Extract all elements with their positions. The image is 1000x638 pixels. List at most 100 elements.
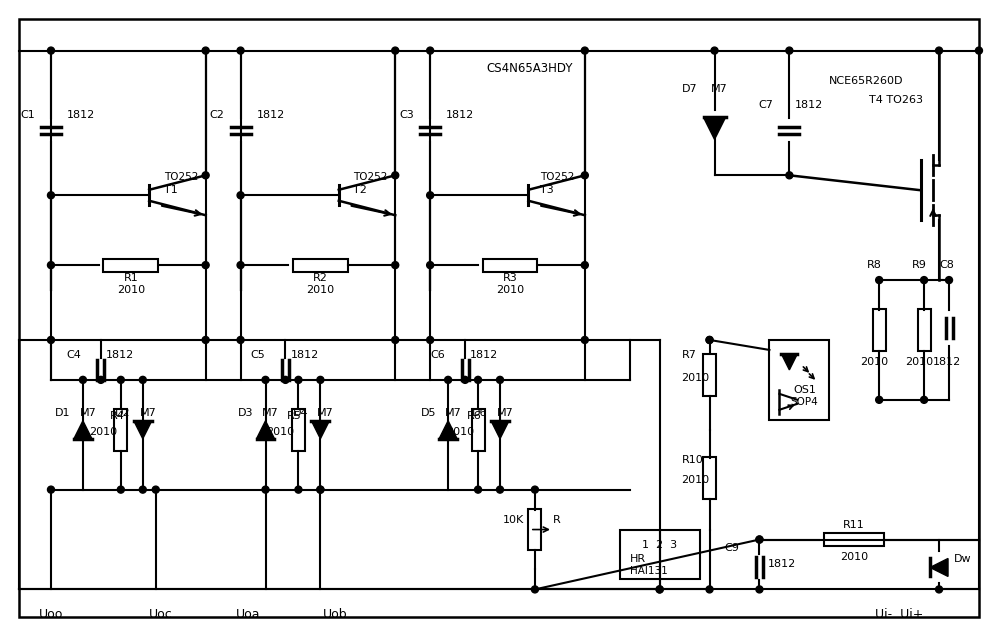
Circle shape xyxy=(475,376,482,383)
Bar xyxy=(483,258,537,272)
Polygon shape xyxy=(704,117,726,139)
Text: TO252: TO252 xyxy=(353,172,388,182)
Bar xyxy=(703,354,716,396)
Circle shape xyxy=(139,376,146,383)
Polygon shape xyxy=(311,421,329,439)
Polygon shape xyxy=(781,354,797,370)
Circle shape xyxy=(921,277,928,283)
Circle shape xyxy=(531,486,538,493)
Circle shape xyxy=(97,376,104,383)
Circle shape xyxy=(427,47,434,54)
Circle shape xyxy=(876,277,883,283)
Circle shape xyxy=(317,486,324,493)
Circle shape xyxy=(462,376,469,383)
Circle shape xyxy=(262,486,269,493)
Circle shape xyxy=(237,47,244,54)
Text: D3: D3 xyxy=(238,408,253,418)
Text: C7: C7 xyxy=(759,100,773,110)
Text: R2: R2 xyxy=(313,273,328,283)
Text: C6: C6 xyxy=(430,350,445,360)
Polygon shape xyxy=(74,421,92,439)
Text: 2010: 2010 xyxy=(860,357,888,367)
Circle shape xyxy=(392,47,399,54)
Text: D6: D6 xyxy=(472,408,488,418)
Polygon shape xyxy=(930,558,948,577)
Text: R8: R8 xyxy=(867,260,882,270)
Circle shape xyxy=(47,192,54,199)
Circle shape xyxy=(237,192,244,199)
Text: T3: T3 xyxy=(540,185,554,195)
Circle shape xyxy=(427,336,434,343)
Circle shape xyxy=(581,172,588,179)
Circle shape xyxy=(497,376,503,383)
Text: R5: R5 xyxy=(287,411,302,421)
Text: R: R xyxy=(553,515,561,524)
Text: 2010: 2010 xyxy=(89,427,117,437)
Text: CS4N65A3HDY: CS4N65A3HDY xyxy=(487,62,573,75)
Text: T1: T1 xyxy=(164,185,177,195)
Text: M7: M7 xyxy=(445,408,461,418)
Circle shape xyxy=(921,396,928,403)
Circle shape xyxy=(497,486,503,493)
Text: Uoc: Uoc xyxy=(149,608,173,621)
Text: R7: R7 xyxy=(682,350,696,360)
Polygon shape xyxy=(134,421,152,439)
Text: R4: R4 xyxy=(109,411,124,421)
Text: 1812: 1812 xyxy=(290,350,319,360)
Text: 2010: 2010 xyxy=(905,357,933,367)
Bar xyxy=(703,457,716,499)
Circle shape xyxy=(581,262,588,269)
Circle shape xyxy=(139,486,146,493)
Text: 1812: 1812 xyxy=(257,110,285,121)
Bar xyxy=(103,258,158,272)
Circle shape xyxy=(936,586,943,593)
Circle shape xyxy=(475,486,482,493)
Text: 2010: 2010 xyxy=(306,285,334,295)
Circle shape xyxy=(656,586,663,593)
Bar xyxy=(292,409,305,450)
Text: C8: C8 xyxy=(940,260,954,270)
Circle shape xyxy=(581,47,588,54)
Text: 2010: 2010 xyxy=(840,553,868,563)
Circle shape xyxy=(47,336,54,343)
Circle shape xyxy=(392,262,399,269)
Circle shape xyxy=(756,586,763,593)
Text: C2: C2 xyxy=(210,110,225,121)
Text: M7: M7 xyxy=(262,408,279,418)
Polygon shape xyxy=(491,421,509,439)
Text: Dw: Dw xyxy=(954,554,972,565)
Circle shape xyxy=(79,376,86,383)
Text: R9: R9 xyxy=(912,260,927,270)
Text: TO252: TO252 xyxy=(164,172,198,182)
Circle shape xyxy=(117,376,124,383)
Circle shape xyxy=(706,586,713,593)
Text: 2010: 2010 xyxy=(446,427,474,437)
Text: M7: M7 xyxy=(497,408,513,418)
Circle shape xyxy=(427,192,434,199)
Text: D4: D4 xyxy=(293,408,308,418)
Text: T2: T2 xyxy=(353,185,367,195)
Bar xyxy=(620,530,700,579)
Bar xyxy=(293,258,348,272)
Text: HAI131: HAI131 xyxy=(630,567,667,577)
Text: 2010: 2010 xyxy=(682,475,710,485)
Circle shape xyxy=(117,486,124,493)
Circle shape xyxy=(706,336,713,343)
Circle shape xyxy=(295,376,302,383)
Circle shape xyxy=(317,486,324,493)
Circle shape xyxy=(152,486,159,493)
Text: D7: D7 xyxy=(682,84,697,94)
Circle shape xyxy=(317,376,324,383)
Text: M7: M7 xyxy=(711,84,728,94)
Text: 1  2  3: 1 2 3 xyxy=(642,540,677,549)
Bar xyxy=(472,409,485,450)
Circle shape xyxy=(531,586,538,593)
Text: C3: C3 xyxy=(399,110,414,121)
Bar xyxy=(824,533,884,546)
Text: SOP4: SOP4 xyxy=(790,397,818,407)
Text: 1812: 1812 xyxy=(767,560,796,570)
Circle shape xyxy=(295,486,302,493)
Text: R10: R10 xyxy=(682,455,703,464)
Circle shape xyxy=(876,396,883,403)
Circle shape xyxy=(392,172,399,179)
